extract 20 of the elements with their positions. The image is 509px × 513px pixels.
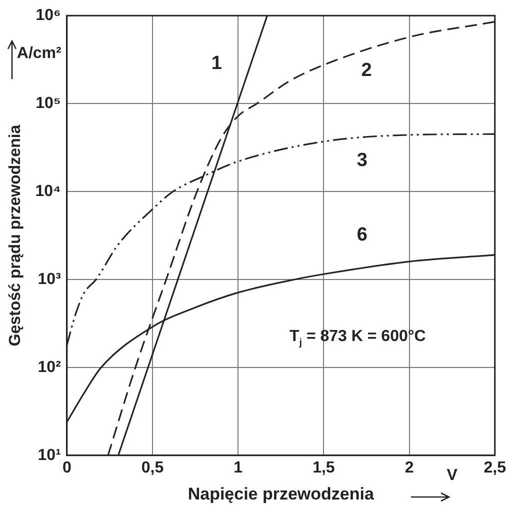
y-tick-label: 10² [38,358,61,376]
annotation: 1 [211,53,222,74]
annotation: 6 [356,224,368,246]
x-tick-label: 1,5 [312,459,335,476]
x-tick-label: 1 [234,459,243,476]
x-tick-label: 2 [404,459,414,476]
text: V [446,466,458,484]
y-tick-label: 10⁴ [35,182,61,200]
y-tick-label: 10¹ [38,446,61,464]
annotation: 2 [361,60,372,81]
y-tick-label: 10⁶ [36,7,61,24]
x-tick-label: 0,5 [141,459,164,476]
y-tick-label: 10⁵ [36,94,61,112]
y-axis-title: Gęstość prądu przewodzenia [7,124,24,346]
text: A/cm² [16,45,62,62]
x-tick-label: 2,5 [484,459,506,476]
x-tick-label: 0 [62,459,72,476]
y-tick-label: 10³ [38,270,61,288]
x-axis-title: Napięcie przewodzenia [188,484,374,504]
annotation: 3 [356,150,368,171]
